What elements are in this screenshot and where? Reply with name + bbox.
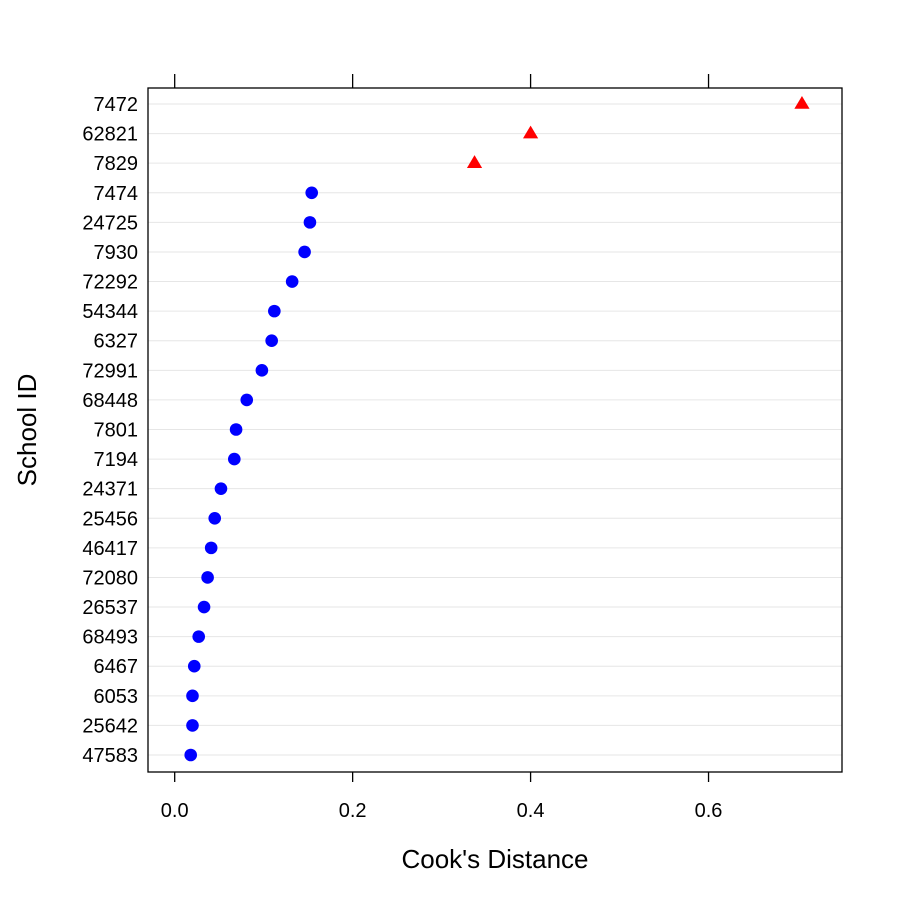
- y-tick-label: 25642: [82, 715, 138, 737]
- data-point: [186, 719, 199, 732]
- data-point: [197, 600, 211, 614]
- y-tick-label: 6327: [94, 331, 139, 353]
- data-point: [285, 275, 299, 288]
- y-tick-label: 72292: [82, 272, 138, 294]
- y-tick-label: 72991: [82, 360, 138, 382]
- y-tick-label: 47583: [82, 745, 138, 767]
- data-point: [201, 571, 214, 584]
- data-point: [186, 689, 199, 703]
- y-tick-label: 26537: [82, 597, 138, 619]
- data-point-triangle: [466, 155, 483, 168]
- axis-ticks: 7472 62821 7829 7474 24725 7930 72292 54344 6327…: [82, 74, 722, 822]
- x-axis-title: Cook's Distance: [401, 844, 588, 874]
- plot-frame: [147, 87, 843, 773]
- y-tick-label: 24371: [82, 479, 138, 501]
- y-tick-label: 24725: [82, 212, 138, 234]
- x-tick-label: 0.2: [339, 800, 367, 822]
- data-point-triangle: [522, 125, 539, 139]
- data-point-triangle: [794, 96, 810, 109]
- data-point: [208, 511, 222, 525]
- data-point: [255, 364, 269, 377]
- y-tick-label: 7930: [94, 242, 139, 264]
- y-tick-label: 7472: [94, 94, 139, 116]
- y-tick-label: 6467: [94, 656, 139, 678]
- y-tick-label: 25456: [82, 508, 138, 530]
- y-tick-label: 54344: [82, 301, 138, 323]
- data-point: [298, 245, 311, 259]
- x-tick-label: 0.0: [161, 800, 189, 822]
- x-tick-label: 0.4: [517, 800, 545, 822]
- data-point: [184, 748, 198, 762]
- data-point: [214, 482, 228, 495]
- y-tick-label: 46417: [82, 538, 138, 560]
- data-point: [305, 186, 319, 200]
- data-point: [192, 630, 206, 643]
- x-tick-label: 0.6: [695, 800, 723, 822]
- y-tick-label: 72080: [82, 567, 138, 589]
- data-point: [187, 659, 201, 673]
- y-tick-label: 6053: [94, 686, 139, 708]
- data-point: [303, 216, 317, 229]
- data-point: [228, 452, 241, 466]
- data-points: [184, 96, 810, 762]
- y-tick-label: 7474: [94, 183, 139, 205]
- data-point: [229, 423, 243, 436]
- y-tick-label: 7801: [94, 420, 139, 442]
- y-tick-label: 7829: [94, 153, 139, 175]
- y-tick-label: 62821: [82, 124, 138, 146]
- data-point: [265, 334, 278, 348]
- y-tick-label: 68448: [82, 390, 138, 412]
- y-tick-label: 68493: [82, 627, 138, 649]
- y-tick-label: 7194: [94, 449, 139, 471]
- data-point: [268, 304, 281, 318]
- y-axis-title: School ID: [12, 374, 42, 487]
- data-point: [240, 393, 254, 407]
- grid-lines: [148, 103, 842, 756]
- data-point: [204, 541, 218, 555]
